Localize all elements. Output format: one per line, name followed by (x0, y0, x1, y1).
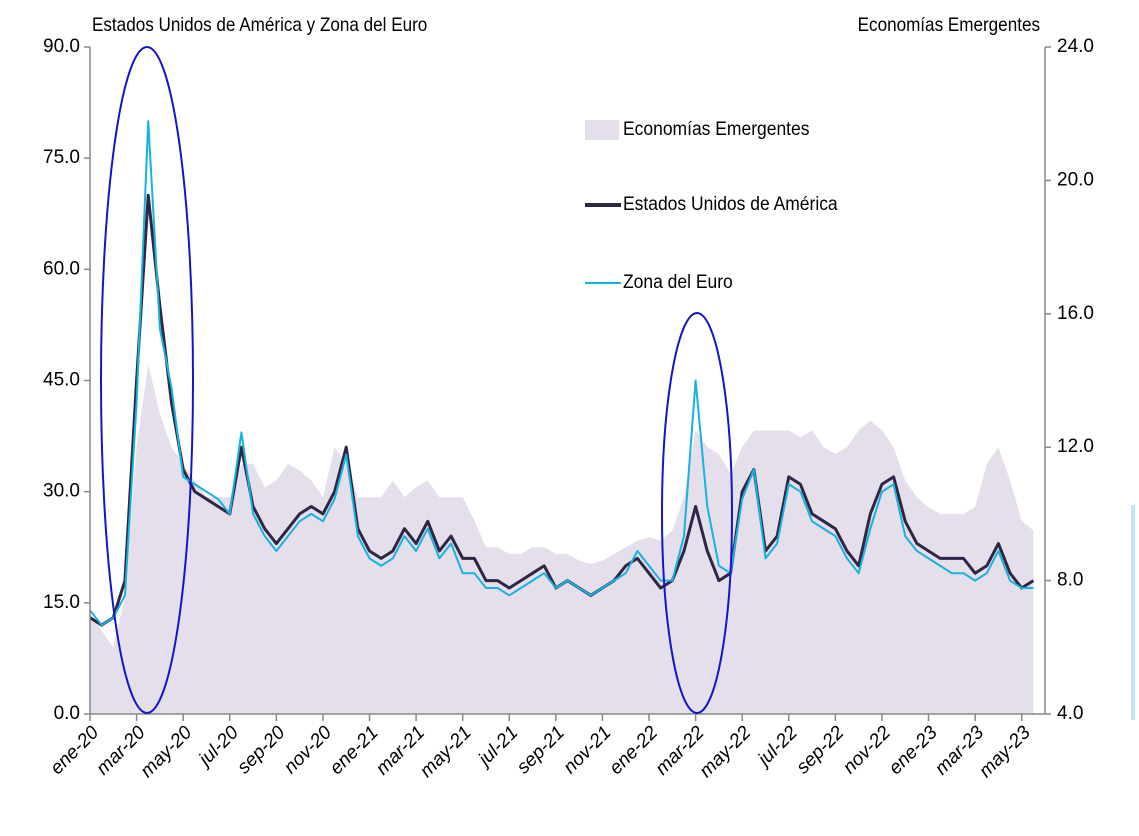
x-tick-label: ene-21 (326, 722, 383, 779)
plot-area: 0.0 15.0 30.0 45.0 60.0 75.0 90.0 4.0 8.0 12.0 16.… (43, 36, 1094, 782)
x-tick-label: may-20 (137, 722, 197, 782)
y-tick-label: 60.0 (43, 258, 80, 279)
y2-tick-label: 8.0 (1057, 570, 1083, 591)
legend-label: Estados Unidos de América (623, 192, 838, 214)
x-tick-label: may-22 (696, 722, 756, 782)
legend-swatch (585, 120, 619, 140)
y-tick-label: 30.0 (43, 481, 80, 502)
legend-label: Economías Emergentes (623, 117, 809, 139)
right-axis-title: Economías Emergentes (858, 14, 1040, 35)
y2-tick-label: 20.0 (1057, 169, 1094, 190)
x-tick-label: nov-21 (560, 722, 616, 778)
y-tick-label: 0.0 (54, 703, 80, 724)
x-tick-label: may-21 (416, 722, 476, 782)
legend-label: Zona del Euro (623, 270, 733, 292)
y-tick-label: 75.0 (43, 147, 80, 168)
x-tick-label: sep-21 (513, 722, 569, 778)
y2-tick-label: 24.0 (1057, 36, 1094, 57)
y-tick-label: 45.0 (43, 370, 80, 391)
y2-tick-label: 16.0 (1057, 303, 1094, 324)
x-tick-label: ene-20 (46, 722, 103, 779)
line (89, 120, 1034, 627)
y2-tick-label: 12.0 (1057, 436, 1094, 457)
x-tick-label: nov-22 (839, 722, 895, 778)
x-tick-label: ene-23 (885, 722, 942, 779)
x-tick-label: nov-20 (280, 722, 336, 778)
left-axis-title: Estados Unidos de América y Zona del Eur… (92, 14, 427, 35)
x-tick-label: sep-20 (233, 722, 289, 778)
highlight-ellipse (100, 46, 194, 714)
x-tick-label: ene-22 (605, 722, 662, 779)
y-tick-label: 15.0 (43, 592, 80, 613)
y-tick-label: 90.0 (43, 36, 80, 57)
highlight-ellipse (661, 312, 733, 714)
x-tick-label: may-23 (975, 722, 1035, 782)
x-tick-label: sep-22 (793, 722, 849, 778)
area (90, 363, 1034, 714)
side-bar (1131, 505, 1135, 720)
y2-tick-label: 4.0 (1057, 703, 1083, 724)
